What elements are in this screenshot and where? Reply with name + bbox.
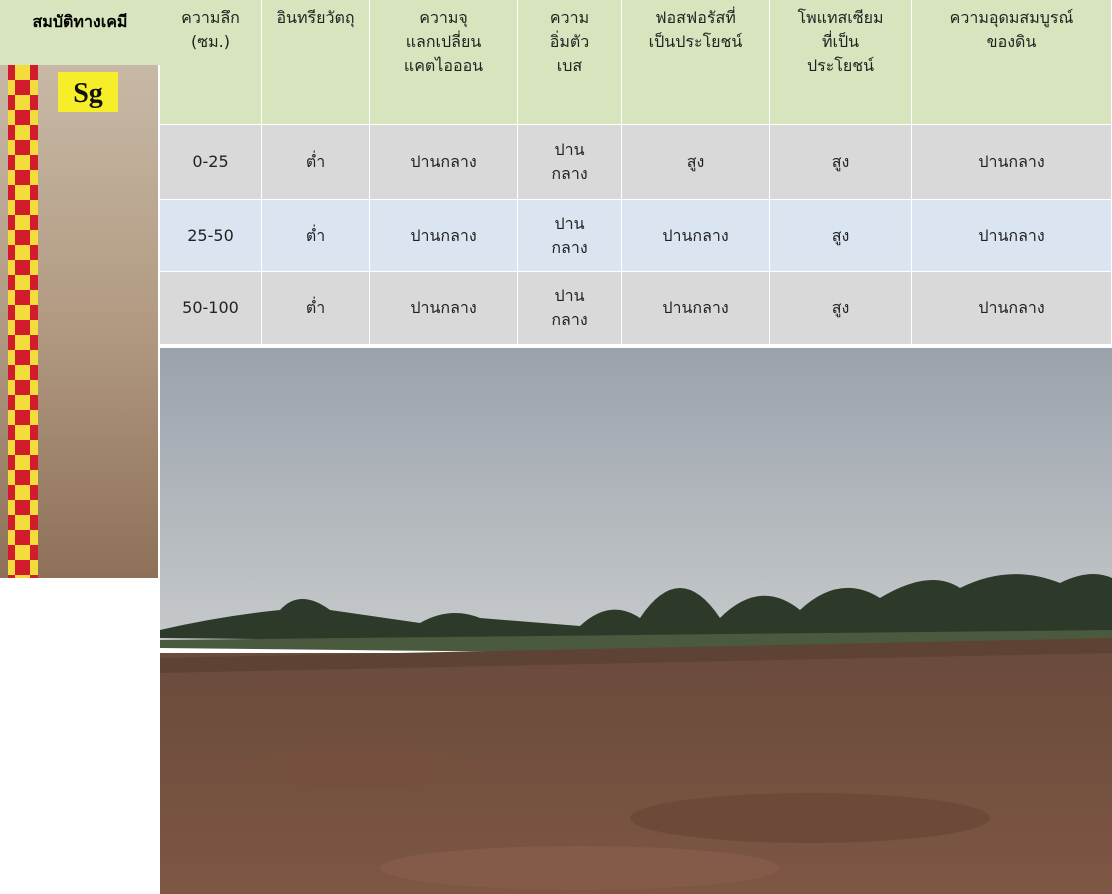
cell-text: ปาน: [554, 213, 585, 233]
cell-text: (ซม.): [191, 32, 230, 51]
cell-text: สูง: [831, 298, 850, 317]
cell-text: 50-100: [182, 298, 239, 317]
cell-text: ปานกลาง: [662, 225, 729, 245]
cell-text: 25-50: [187, 225, 234, 245]
table-cell: 25-50: [160, 200, 262, 272]
soil-profile-photo: Sg: [0, 65, 158, 578]
table-cell: ปานกลาง: [370, 125, 518, 200]
landscape-photo: [160, 348, 1112, 894]
cell-text: ของดิน: [986, 32, 1037, 51]
table-cell: สูง: [622, 125, 770, 200]
header-cell: ฟอสฟอรัสที่เป็นประโยชน์: [622, 0, 770, 125]
cell-text: ความ: [549, 8, 590, 27]
table-cell: ปานกลาง: [622, 272, 770, 345]
cell-text: ปาน: [554, 140, 585, 159]
table-cell: ปานกลาง: [912, 125, 1112, 200]
table-cell: ปานกลาง: [370, 272, 518, 345]
header-cell: ความอิ่มตัวเบส: [518, 0, 622, 125]
cell-text: ต่ำ: [305, 225, 326, 245]
cell-text: ปานกลาง: [410, 298, 477, 317]
cell-text: ที่เป็น: [821, 32, 860, 51]
cell-text: เบส: [556, 56, 583, 75]
cell-text: ปานกลาง: [410, 225, 477, 245]
table-cell: ปานกลาง: [518, 272, 622, 345]
header-cell: ความจุแลกเปลี่ยนแคตไอออน: [370, 0, 518, 125]
header-cell: ความลึก (ซม.): [160, 0, 262, 125]
cell-text: ปานกลาง: [410, 152, 477, 171]
cell-text: ประโยชน์: [806, 56, 875, 75]
table-cell: ปานกลาง: [370, 200, 518, 272]
cell-text: กลาง: [551, 310, 588, 329]
cell-text: อินทรียวัตถุ: [276, 8, 355, 27]
cell-text: กลาง: [551, 164, 588, 183]
cell-text: อิ่มตัว: [549, 32, 590, 51]
cell-text: ต่ำ: [305, 152, 326, 171]
header-cell: โพแทสเซียมที่เป็นประโยชน์: [770, 0, 912, 125]
cell-text: ต่ำ: [305, 298, 326, 317]
table-cell: 0-25: [160, 125, 262, 200]
cell-text: กลาง: [551, 237, 588, 257]
cell-text: ฟอสฟอรัสที่: [655, 8, 736, 27]
header-cell: อินทรียวัตถุ: [262, 0, 370, 125]
table-cell: ต่ำ: [262, 200, 370, 272]
cell-text: ความอุดมสมบูรณ์: [949, 8, 1074, 27]
cell-text: ความลึก: [181, 8, 240, 27]
cell-text: สูง: [686, 152, 705, 171]
table-cell: สูง: [770, 200, 912, 272]
table-cell: สูง: [770, 272, 912, 345]
cell-text: เป็นประโยชน์: [648, 32, 743, 51]
cell-text: ปานกลาง: [978, 298, 1045, 317]
cell-text: แคตไอออน: [403, 56, 484, 75]
table-cell: สูง: [770, 125, 912, 200]
table-cell: 50-100: [160, 272, 262, 345]
header-cell: ความอุดมสมบูรณ์ของดิน: [912, 0, 1112, 125]
cell-text: ปานกลาง: [978, 152, 1045, 171]
table-cell: ปานกลาง: [912, 272, 1112, 345]
cell-text: สูง: [831, 152, 850, 171]
table-cell: ต่ำ: [262, 125, 370, 200]
cell-text: ปาน: [554, 286, 585, 305]
cell-text: สูง: [831, 225, 850, 245]
cell-text: ปานกลาง: [978, 225, 1045, 245]
table-cell: ต่ำ: [262, 272, 370, 345]
profile-label: Sg: [73, 78, 103, 109]
cell-text: แลกเปลี่ยน: [405, 32, 482, 51]
cell-text: ความจุ: [419, 8, 468, 27]
table-cell: ปานกลาง: [912, 200, 1112, 272]
table-cell: ปานกลาง: [622, 200, 770, 272]
cell-text: โพแทสเซียม: [797, 8, 884, 27]
corner-header: สมบัติทางเคมี: [0, 0, 160, 65]
cell-text: 0-25: [192, 152, 229, 171]
cell-text: ปานกลาง: [662, 298, 729, 317]
table-cell: ปานกลาง: [518, 125, 622, 200]
table-cell: ปานกลาง: [518, 200, 622, 272]
